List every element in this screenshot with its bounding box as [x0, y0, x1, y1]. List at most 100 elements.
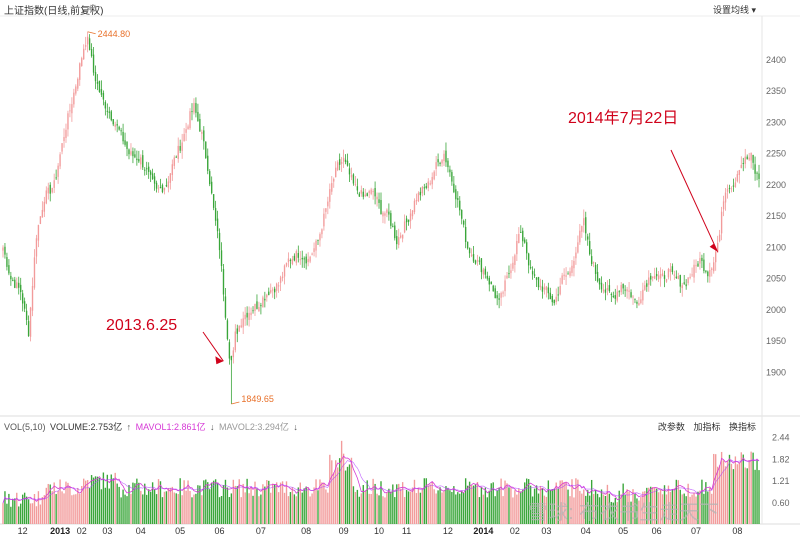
candle-down [118, 126, 120, 130]
annotation-2013-6-25: 2013.6.25 [106, 317, 177, 334]
volume-bar [346, 466, 349, 524]
volume-bar [218, 497, 221, 524]
gear-icon[interactable]: ⚙ [88, 3, 98, 15]
volume-bar [539, 485, 542, 524]
candle-up [29, 307, 32, 337]
annotation-arrowhead [215, 356, 224, 365]
volume-bar [128, 484, 130, 524]
volume-bar [464, 478, 467, 524]
candle-down [610, 294, 613, 296]
candle-down [754, 164, 756, 174]
volume-bar [756, 460, 758, 524]
add-indicator-button[interactable]: 加指标 [693, 422, 721, 432]
volume-tick-label: 1.82 [772, 455, 790, 465]
up-arrow-icon: ↑ [126, 422, 132, 432]
candle-down [394, 225, 396, 239]
volume-bar [466, 485, 469, 524]
volume-bar [563, 482, 565, 524]
candle-down [445, 150, 447, 163]
volume-bar [153, 489, 156, 524]
candle-down [205, 141, 207, 159]
edit-params-button[interactable]: 改参数 [657, 422, 685, 432]
volume-bar [722, 460, 725, 524]
candle-down [220, 250, 223, 266]
volume-bar [226, 487, 229, 524]
volume-bar [348, 464, 351, 524]
volume-bar [533, 488, 536, 524]
volume-bar [350, 457, 353, 524]
candle-down [457, 198, 459, 200]
candle-down [104, 102, 107, 109]
price-tick-label: 2100 [766, 242, 786, 252]
volume-bar [132, 482, 134, 524]
volume-bar [687, 483, 689, 524]
candle-down [663, 275, 666, 279]
candle-up [616, 291, 618, 301]
volume-bar [96, 476, 99, 524]
candle-up [185, 129, 187, 133]
volume-bar [709, 487, 711, 524]
volume-bar [193, 494, 195, 524]
volume-bar [197, 485, 199, 524]
price-tick-label: 2150 [766, 211, 786, 221]
volume-bar [336, 467, 339, 524]
candle-up [583, 218, 585, 226]
candle-up [653, 275, 656, 279]
volume-bar [701, 479, 703, 524]
volume-bar [516, 494, 518, 524]
candle-down [358, 193, 361, 197]
candle-up [258, 307, 260, 312]
volume-bar [207, 482, 209, 524]
candle-down [630, 292, 632, 298]
candle-down [216, 218, 219, 232]
volume-bar [246, 478, 248, 524]
annotation-2014-7-22: 2014年7月22日 [568, 109, 678, 127]
x-tick-label: 09 [339, 526, 349, 536]
volume-bar [512, 497, 514, 524]
volume-bar [736, 464, 739, 524]
volume-bar [86, 480, 89, 524]
volume-bar [587, 490, 589, 524]
volume-bar [270, 492, 272, 524]
index-name: 上证指数 [4, 6, 44, 17]
volume-bar [423, 478, 426, 524]
candle-up [514, 255, 516, 265]
volume-bar [130, 493, 132, 524]
volume-bar [216, 482, 219, 524]
volume-bar [545, 496, 548, 524]
candle-up [504, 280, 506, 292]
volume-bar [443, 491, 445, 524]
candle-up [325, 208, 327, 212]
switch-indicator-button[interactable]: 换指标 [728, 422, 756, 432]
volume-bar [333, 472, 335, 524]
volume-bar [632, 489, 634, 524]
volume-bar [65, 481, 67, 524]
volume-bar [120, 497, 122, 524]
x-tick-label: 07 [691, 526, 701, 536]
volume-bar [185, 490, 187, 524]
volume-bar [459, 493, 461, 524]
x-tick-label: 02 [77, 526, 87, 536]
volume-bar [435, 493, 437, 524]
candle-down [256, 301, 258, 309]
candle-down [297, 253, 299, 258]
volume-bar [380, 481, 382, 524]
volume-bar [388, 488, 390, 524]
candle-up [327, 201, 329, 207]
candle-up [2, 247, 4, 251]
volume-bar [214, 479, 217, 524]
x-tick-label: 06 [652, 526, 662, 536]
candle-up [275, 283, 278, 291]
volume-bar [390, 491, 392, 524]
ma-settings-button[interactable]: 设置均线 ▾ [713, 3, 756, 16]
candle-up [512, 262, 514, 269]
candle-down [303, 258, 305, 260]
candle-up [401, 234, 404, 239]
volume-bar [116, 483, 118, 524]
candle-down [289, 259, 292, 261]
volume-bar [134, 483, 136, 524]
volume-bar [112, 478, 114, 524]
volume-bar [69, 485, 71, 524]
volume-bar [705, 482, 707, 524]
